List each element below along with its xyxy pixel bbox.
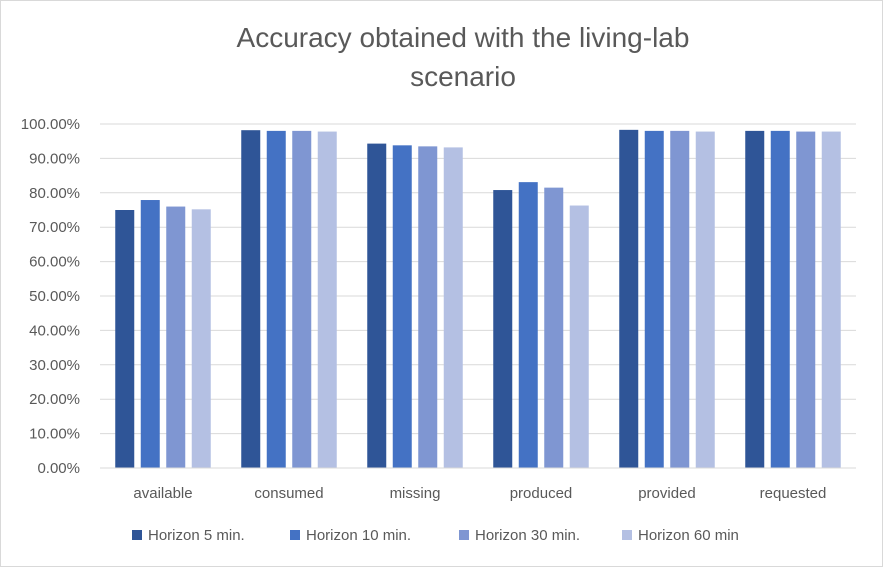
y-tick-label: 30.00% (29, 357, 80, 374)
x-category-label: available (133, 485, 192, 502)
bar-requested-0 (745, 130, 765, 468)
y-tick-label: 80.00% (29, 185, 80, 202)
y-tick-label: 50.00% (29, 288, 80, 305)
y-tick-label: 90.00% (29, 150, 80, 167)
legend-label: Horizon 60 min (638, 527, 739, 544)
y-tick-label: 60.00% (29, 254, 80, 271)
legend: Horizon 5 min. Horizon 10 min. Horizon 30 … (132, 527, 739, 544)
bar-produced-0 (493, 190, 513, 468)
bar-consumed-2 (292, 130, 312, 468)
bar-available-0 (115, 210, 135, 468)
bar-missing-1 (392, 145, 412, 468)
x-axis-category-labels: available consumed missing produced provided… (133, 485, 826, 502)
bar-consumed-1 (266, 130, 286, 468)
legend-swatch (290, 530, 300, 540)
bar-provided-3 (695, 131, 715, 468)
bar-missing-3 (443, 147, 463, 468)
bar-available-2 (166, 206, 186, 468)
chart-title-line-2: scenario (410, 61, 516, 92)
legend-label: Horizon 10 min. (306, 527, 411, 544)
bar-produced-1 (518, 182, 538, 469)
bar-provided-1 (644, 130, 664, 468)
legend-label: Horizon 30 min. (475, 527, 580, 544)
bars (115, 129, 841, 469)
bar-requested-3 (821, 131, 841, 468)
bar-produced-3 (569, 205, 589, 468)
x-category-label: produced (510, 485, 573, 502)
bar-missing-0 (367, 143, 387, 468)
legend-swatch (132, 530, 142, 540)
bar-consumed-0 (241, 130, 261, 468)
bar-provided-2 (670, 130, 690, 468)
x-category-label: consumed (254, 485, 323, 502)
y-tick-label: 0.00% (37, 460, 80, 477)
bar-requested-2 (796, 131, 816, 468)
y-tick-label: 10.00% (29, 426, 80, 443)
legend-swatch (622, 530, 632, 540)
bar-available-3 (191, 209, 211, 468)
x-category-label: missing (390, 485, 441, 502)
chart-title-line-1: Accuracy obtained with the living-lab (237, 22, 690, 53)
y-tick-label: 20.00% (29, 391, 80, 408)
y-tick-label: 40.00% (29, 322, 80, 339)
x-category-label: provided (638, 485, 696, 502)
y-tick-label: 100.00% (21, 116, 80, 133)
bar-available-1 (140, 200, 160, 469)
bar-produced-2 (544, 187, 564, 468)
bar-missing-2 (418, 146, 438, 469)
bar-consumed-3 (317, 131, 337, 468)
gridlines (100, 123, 856, 435)
y-tick-label: 70.00% (29, 219, 80, 236)
x-category-label: requested (760, 485, 827, 502)
y-axis-tick-labels: 0.00% 10.00% 20.00% 30.00% 40.00% 50.00% 60.00… (21, 116, 80, 477)
legend-label: Horizon 5 min. (148, 527, 245, 544)
legend-swatch (459, 530, 469, 540)
bar-requested-1 (770, 130, 790, 468)
bar-provided-0 (619, 129, 639, 468)
